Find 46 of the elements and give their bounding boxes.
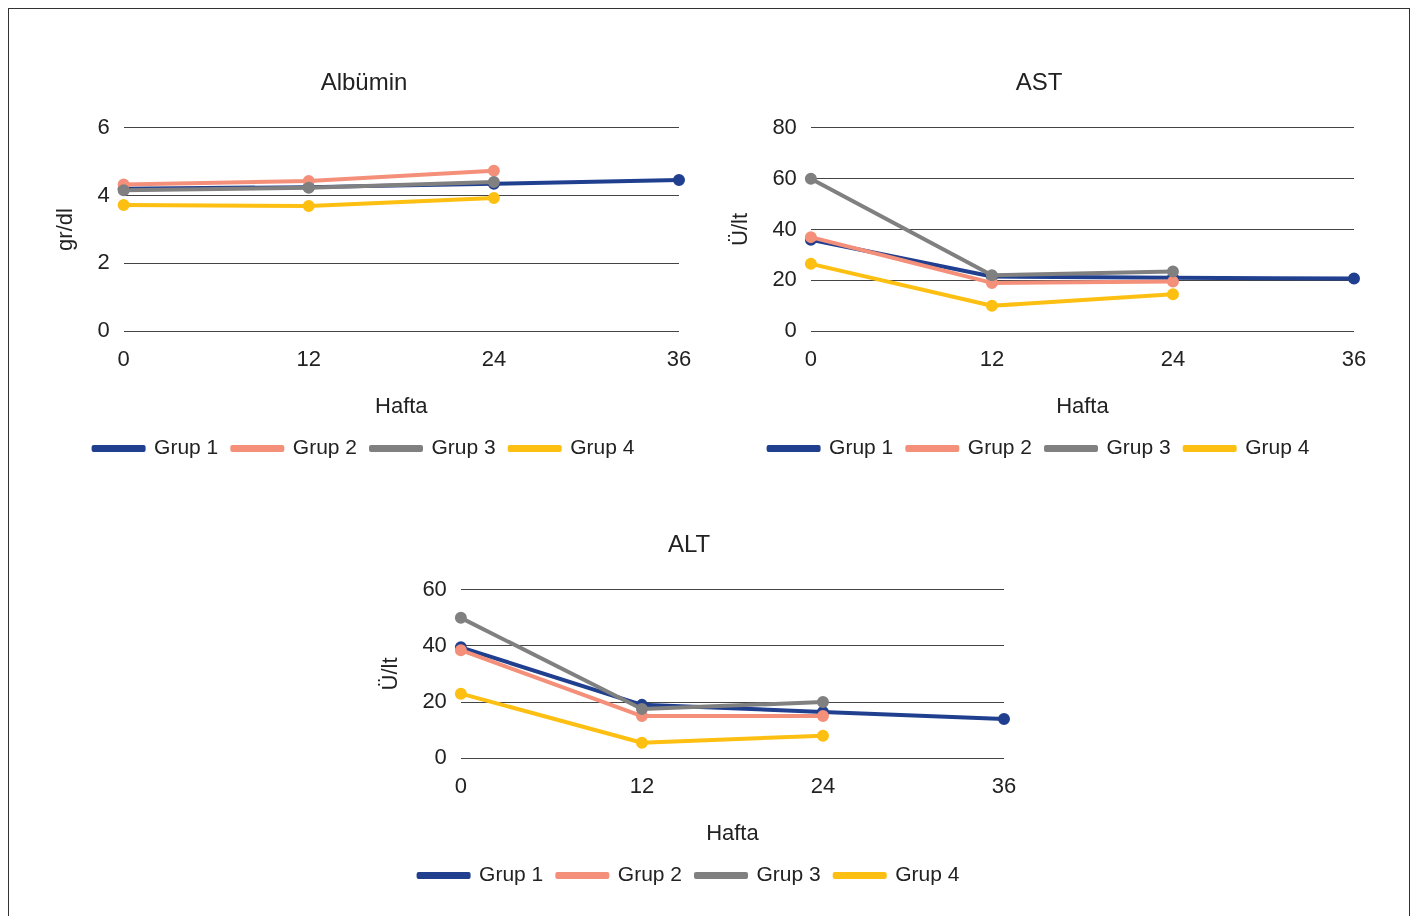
y-tick-label: 4 — [97, 181, 110, 207]
y-axis-title: Ü/lt — [727, 213, 753, 246]
legend-label: Grup 4 — [1245, 435, 1310, 459]
legend-label: Grup 4 — [570, 435, 635, 459]
y-tick-label: 20 — [422, 688, 447, 714]
chart-title: Albümin — [320, 68, 408, 96]
y-axis-title: gr/dl — [52, 208, 78, 251]
legend-label: Grup 2 — [967, 435, 1032, 459]
legend-label: Grup 1 — [829, 435, 894, 459]
x-tick-label: 12 — [296, 346, 321, 372]
y-tick-label: 0 — [784, 317, 797, 343]
x-tick-label: 12 — [629, 773, 655, 799]
x-axis-title: Hafta — [706, 819, 760, 845]
y-tick-label: 40 — [422, 632, 447, 657]
x-tick-label: 24 — [481, 346, 507, 372]
x-tick-label: 0 — [804, 346, 817, 372]
legend-label: Grup 1 — [154, 435, 219, 459]
legend-label: Grup 3 — [431, 435, 496, 459]
x-tick-label: 0 — [454, 773, 467, 799]
y-tick-label: 40 — [772, 215, 797, 241]
chart-title: ALT — [667, 530, 711, 558]
y-tick-label: 60 — [422, 575, 447, 601]
y-tick-label: 0 — [434, 744, 447, 770]
x-tick-label: 36 — [991, 773, 1017, 799]
chart-title: AST — [1015, 68, 1063, 96]
x-axis-title: Hafta — [1056, 392, 1110, 418]
legend-label: Grup 3 — [756, 862, 821, 886]
x-tick-label: 24 — [810, 773, 836, 799]
x-tick-label: 0 — [117, 346, 130, 372]
legend-label: Grup 4 — [895, 862, 960, 886]
x-tick-label: 12 — [979, 346, 1005, 372]
x-axis-title: Hafta — [375, 392, 429, 418]
legend-label: Grup 2 — [292, 435, 357, 459]
legend-label: Grup 3 — [1106, 435, 1171, 459]
x-tick-label: 24 — [1160, 346, 1186, 372]
x-tick-label: 36 — [666, 346, 692, 372]
y-tick-label: 0 — [97, 317, 110, 343]
x-tick-label: 36 — [1341, 346, 1367, 372]
y-tick-label: 60 — [772, 164, 797, 190]
legend-label: Grup 2 — [617, 862, 682, 886]
y-tick-label: 80 — [772, 113, 797, 139]
y-tick-label: 2 — [97, 249, 110, 275]
y-axis-title: Ü/lt — [377, 657, 403, 691]
y-tick-label: 6 — [97, 113, 110, 139]
legend-label: Grup 1 — [479, 862, 544, 886]
y-tick-label: 20 — [772, 266, 797, 292]
